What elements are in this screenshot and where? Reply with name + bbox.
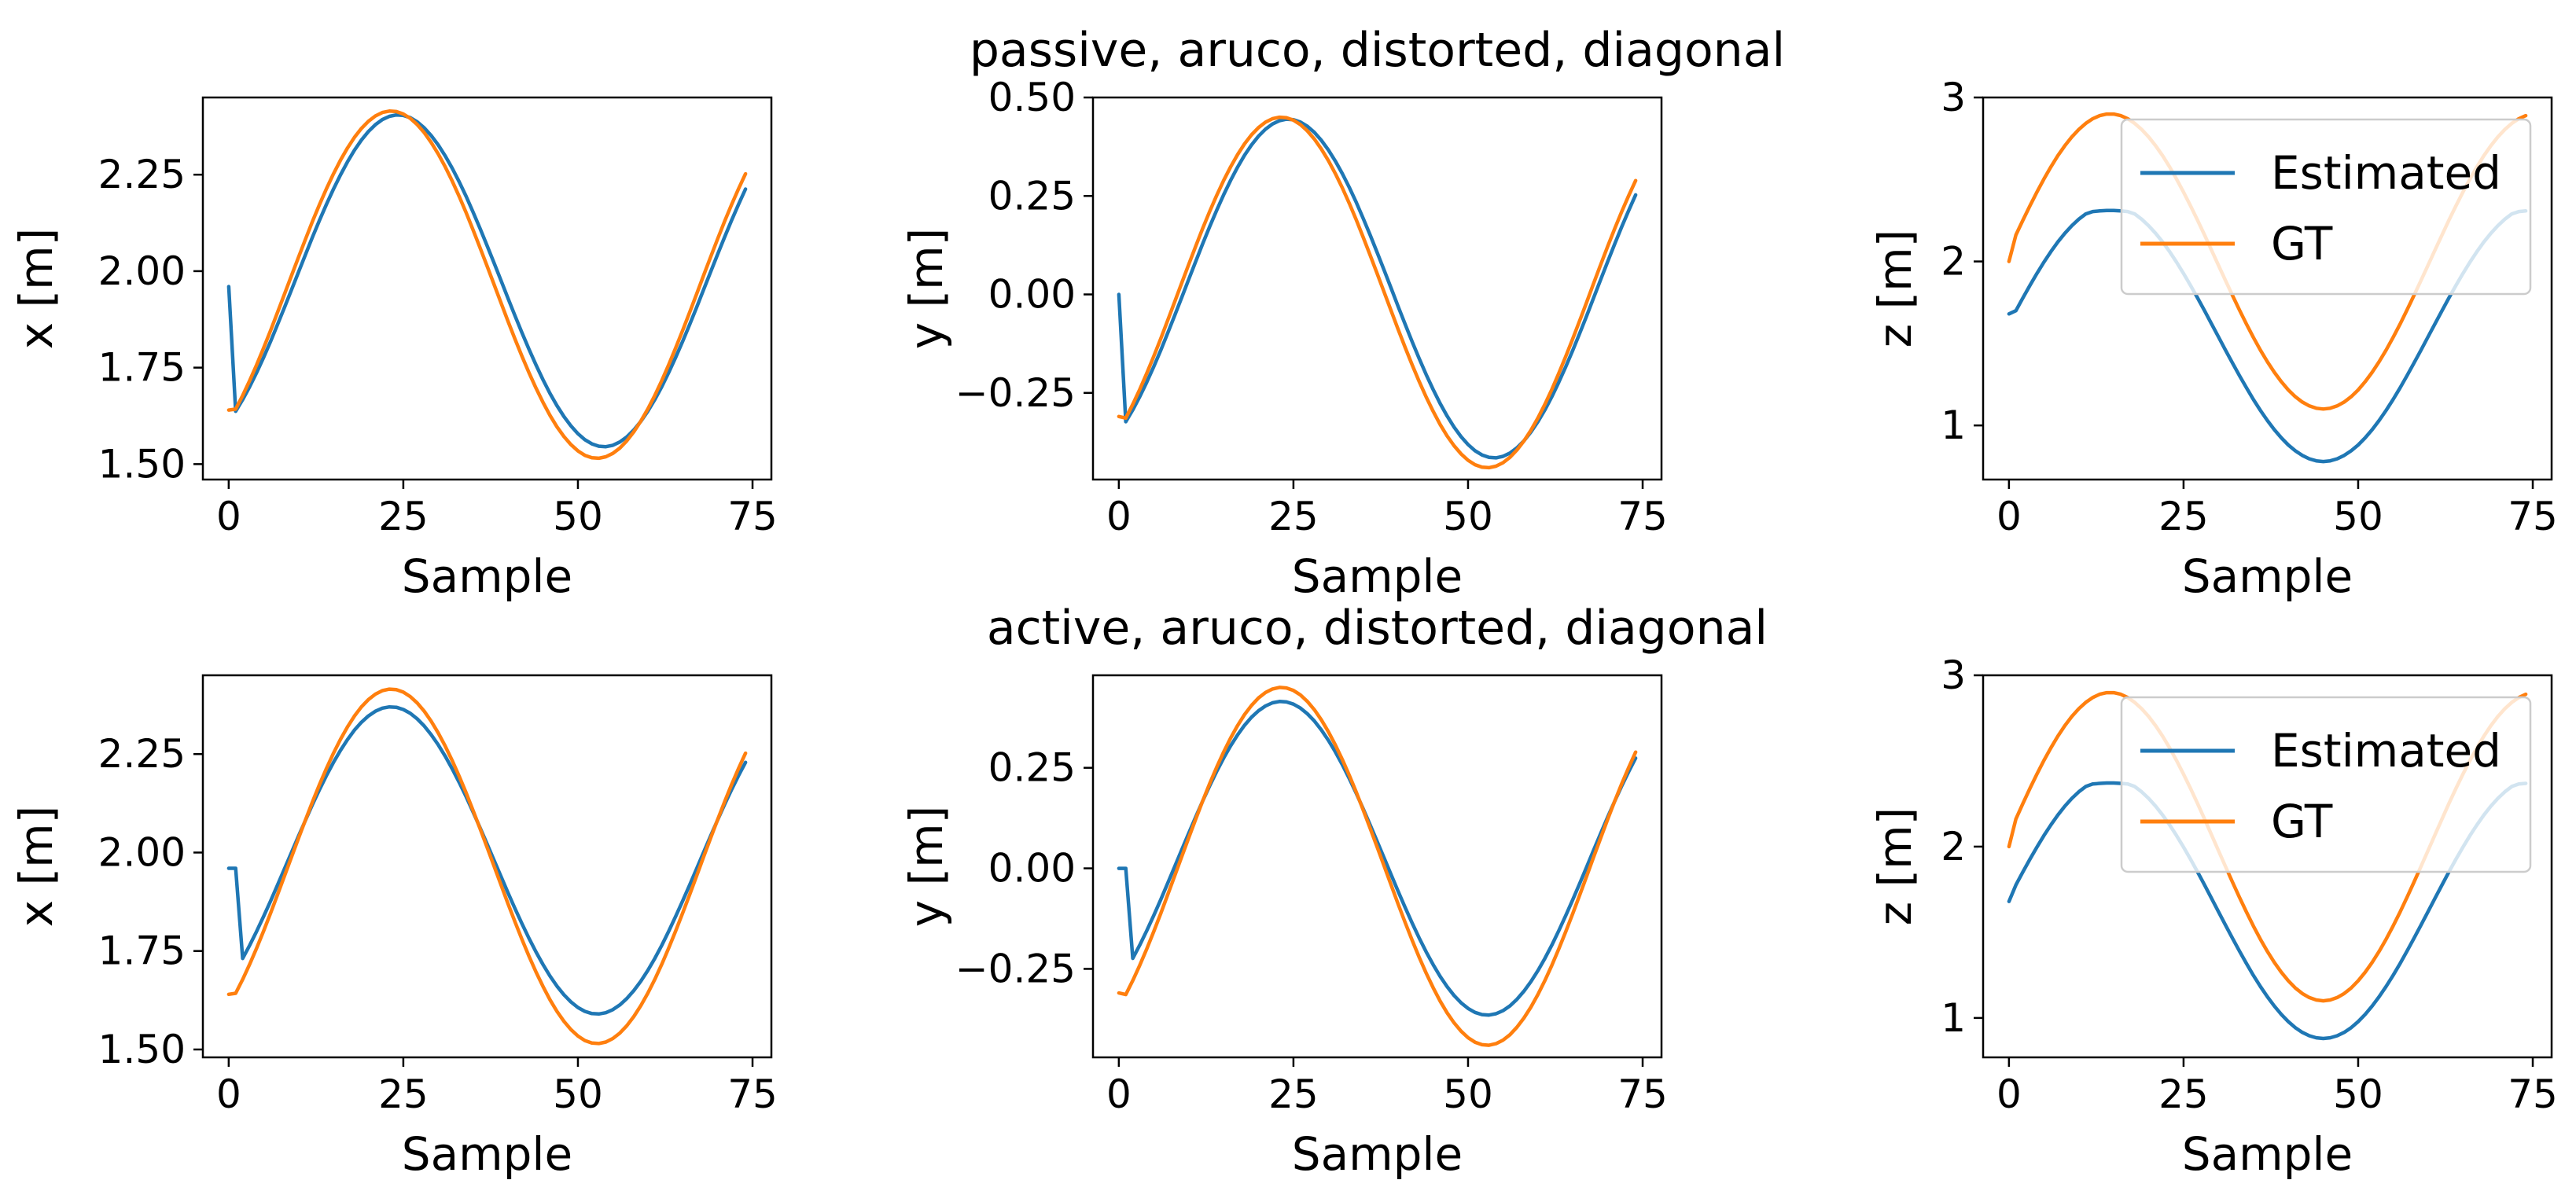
x-axis-label: Sample [1292,1127,1463,1181]
axes-frame [1091,674,1663,1059]
y-tick-label: 0.25 [988,173,1076,219]
x-tick-label: 25 [378,1072,429,1117]
x-tick-label: 50 [2333,494,2383,539]
x-tick-label: 25 [378,494,429,539]
x-tick-label: 0 [1996,494,2022,539]
legend-label-gt: GT [2271,795,2333,848]
y-tick-label: −0.25 [955,370,1076,416]
y-tick-label: 2.25 [98,731,186,777]
x-tick-label: 50 [553,494,603,539]
subplot-0-1: 0 25 50 75 −0.25 0.00 0.25 0.50 Sample y [m] passi… [900,23,1785,603]
y-tick-label: 0.00 [988,846,1076,891]
y-tick-label: 2.00 [98,248,186,294]
y-tick-label: 0.00 [988,272,1076,318]
series-line-estimated [226,704,748,1016]
axes-frame [1982,674,2553,1059]
y-tick-label: 2.00 [98,829,186,875]
x-tick-label: 25 [2158,494,2209,539]
axes-frame [1091,96,1663,481]
y-tick-label: 0.50 [988,75,1076,120]
y-tick-label: 3 [1941,75,1966,120]
axes-frame [1982,96,2553,481]
y-tick-label: 1.50 [98,441,186,487]
y-tick-label: 2 [1941,239,1966,285]
x-tick-label: 75 [727,1072,778,1117]
subplot-1-1: 0 25 50 75 −0.25 0.00 0.25 Sample y [m] active, a… [900,601,1768,1181]
x-axis-label: Sample [2182,550,2353,603]
legend [2120,118,2532,296]
y-tick-label: 1.75 [98,928,186,974]
y-axis-label: z [m] [1868,230,1922,348]
series-line-estimated [1117,117,1638,460]
x-tick-label: 0 [1106,1072,1132,1117]
series-line-gt [1117,686,1638,1047]
x-axis-label: Sample [402,550,572,603]
series-line-gt [1117,115,1638,470]
y-tick-label: 2 [1941,824,1966,869]
x-tick-label: 75 [1617,1072,1668,1117]
y-tick-label: −0.25 [955,946,1076,991]
legend [2120,696,2532,873]
x-tick-label: 50 [2333,1072,2383,1117]
legend-label-estimated: Estimated [2271,146,2501,200]
x-tick-label: 25 [2158,1072,2209,1117]
x-axis-label: Sample [402,1127,572,1181]
x-tick-label: 25 [1268,1072,1319,1117]
x-tick-label: 75 [2508,1072,2558,1117]
row-title: active, aruco, distorted, diagonal [987,601,1768,656]
y-axis-label: x [m] [9,228,63,350]
x-tick-label: 75 [2508,494,2558,539]
x-tick-label: 0 [216,494,241,539]
series-line-gt [226,109,748,461]
series-line-estimated [226,112,748,449]
axes-frame [201,96,773,481]
x-tick-label: 50 [1443,494,1493,539]
x-tick-label: 50 [553,1072,603,1117]
y-tick-label: 2.25 [98,152,186,197]
y-tick-label: 1.50 [98,1027,186,1072]
y-tick-label: 0.25 [988,745,1076,791]
axes-frame [201,674,773,1059]
x-tick-label: 0 [1996,1072,2022,1117]
x-tick-label: 75 [727,494,778,539]
x-tick-label: 75 [1617,494,1668,539]
row-title: passive, aruco, distorted, diagonal [970,23,1785,78]
y-axis-label: x [m] [9,806,63,928]
y-axis-label: y [m] [900,228,953,350]
series-line-estimated [2007,208,2528,464]
subplot-1-2: 0 25 50 75 1 2 3 Sample z [m] Estimated GT [1868,652,2558,1181]
y-axis-label: y [m] [900,806,953,928]
x-axis-label: Sample [2182,1127,2353,1181]
y-tick-label: 3 [1941,652,1966,698]
x-tick-label: 0 [1106,494,1132,539]
series-line-estimated [1117,700,1638,1017]
x-tick-label: 50 [1443,1072,1493,1117]
y-tick-label: 1 [1941,995,1966,1041]
series-line-estimated [2007,781,2528,1041]
legend-label-gt: GT [2271,217,2333,270]
x-tick-label: 0 [216,1072,241,1117]
subplot-1-0: 0 25 50 75 1.50 1.75 2.00 2.25 Sample x [m] [9,674,778,1181]
y-tick-label: 1 [1941,403,1966,448]
x-axis-label: Sample [1292,550,1463,603]
y-axis-label: z [m] [1868,807,1922,926]
series-line-gt [226,687,748,1046]
subplot-0-2: 0 25 50 75 1 2 3 Sample z [m] Estimated GT [1868,75,2558,603]
subplot-0-0: 0 25 50 75 1.50 1.75 2.00 2.25 Sample x [m] [9,96,778,603]
y-tick-label: 1.75 [98,345,186,391]
legend-label-estimated: Estimated [2271,724,2501,777]
x-tick-label: 25 [1268,494,1319,539]
